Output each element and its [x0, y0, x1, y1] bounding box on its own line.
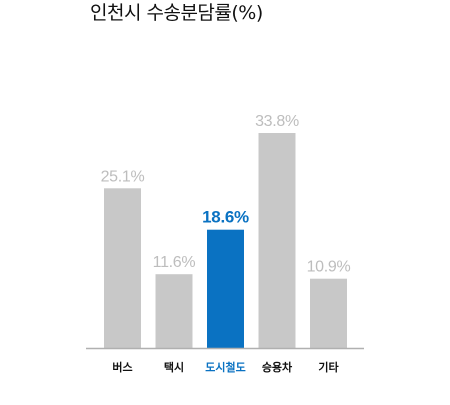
bar-3 [207, 229, 244, 348]
data-label-3: 18.6% [202, 208, 249, 227]
chart-title: 인천시 수송분담률(%) [90, 2, 263, 24]
category-label-1: 버스 [112, 360, 132, 374]
category-label-3: 도시철도 [205, 360, 245, 374]
data-label-2: 11.6% [153, 254, 196, 271]
bar-5 [310, 278, 347, 348]
data-label-5: 10.9% [307, 259, 351, 276]
bar-1 [104, 188, 141, 348]
data-label-1: 25.1% [101, 168, 145, 185]
bar-2 [155, 274, 193, 348]
category-label-2: 택시 [164, 360, 184, 374]
bar-4 [258, 133, 296, 348]
category-label-5: 기타 [318, 360, 339, 374]
category-label-4: 승용차 [262, 360, 293, 374]
data-label-4: 33.8% [255, 113, 299, 130]
